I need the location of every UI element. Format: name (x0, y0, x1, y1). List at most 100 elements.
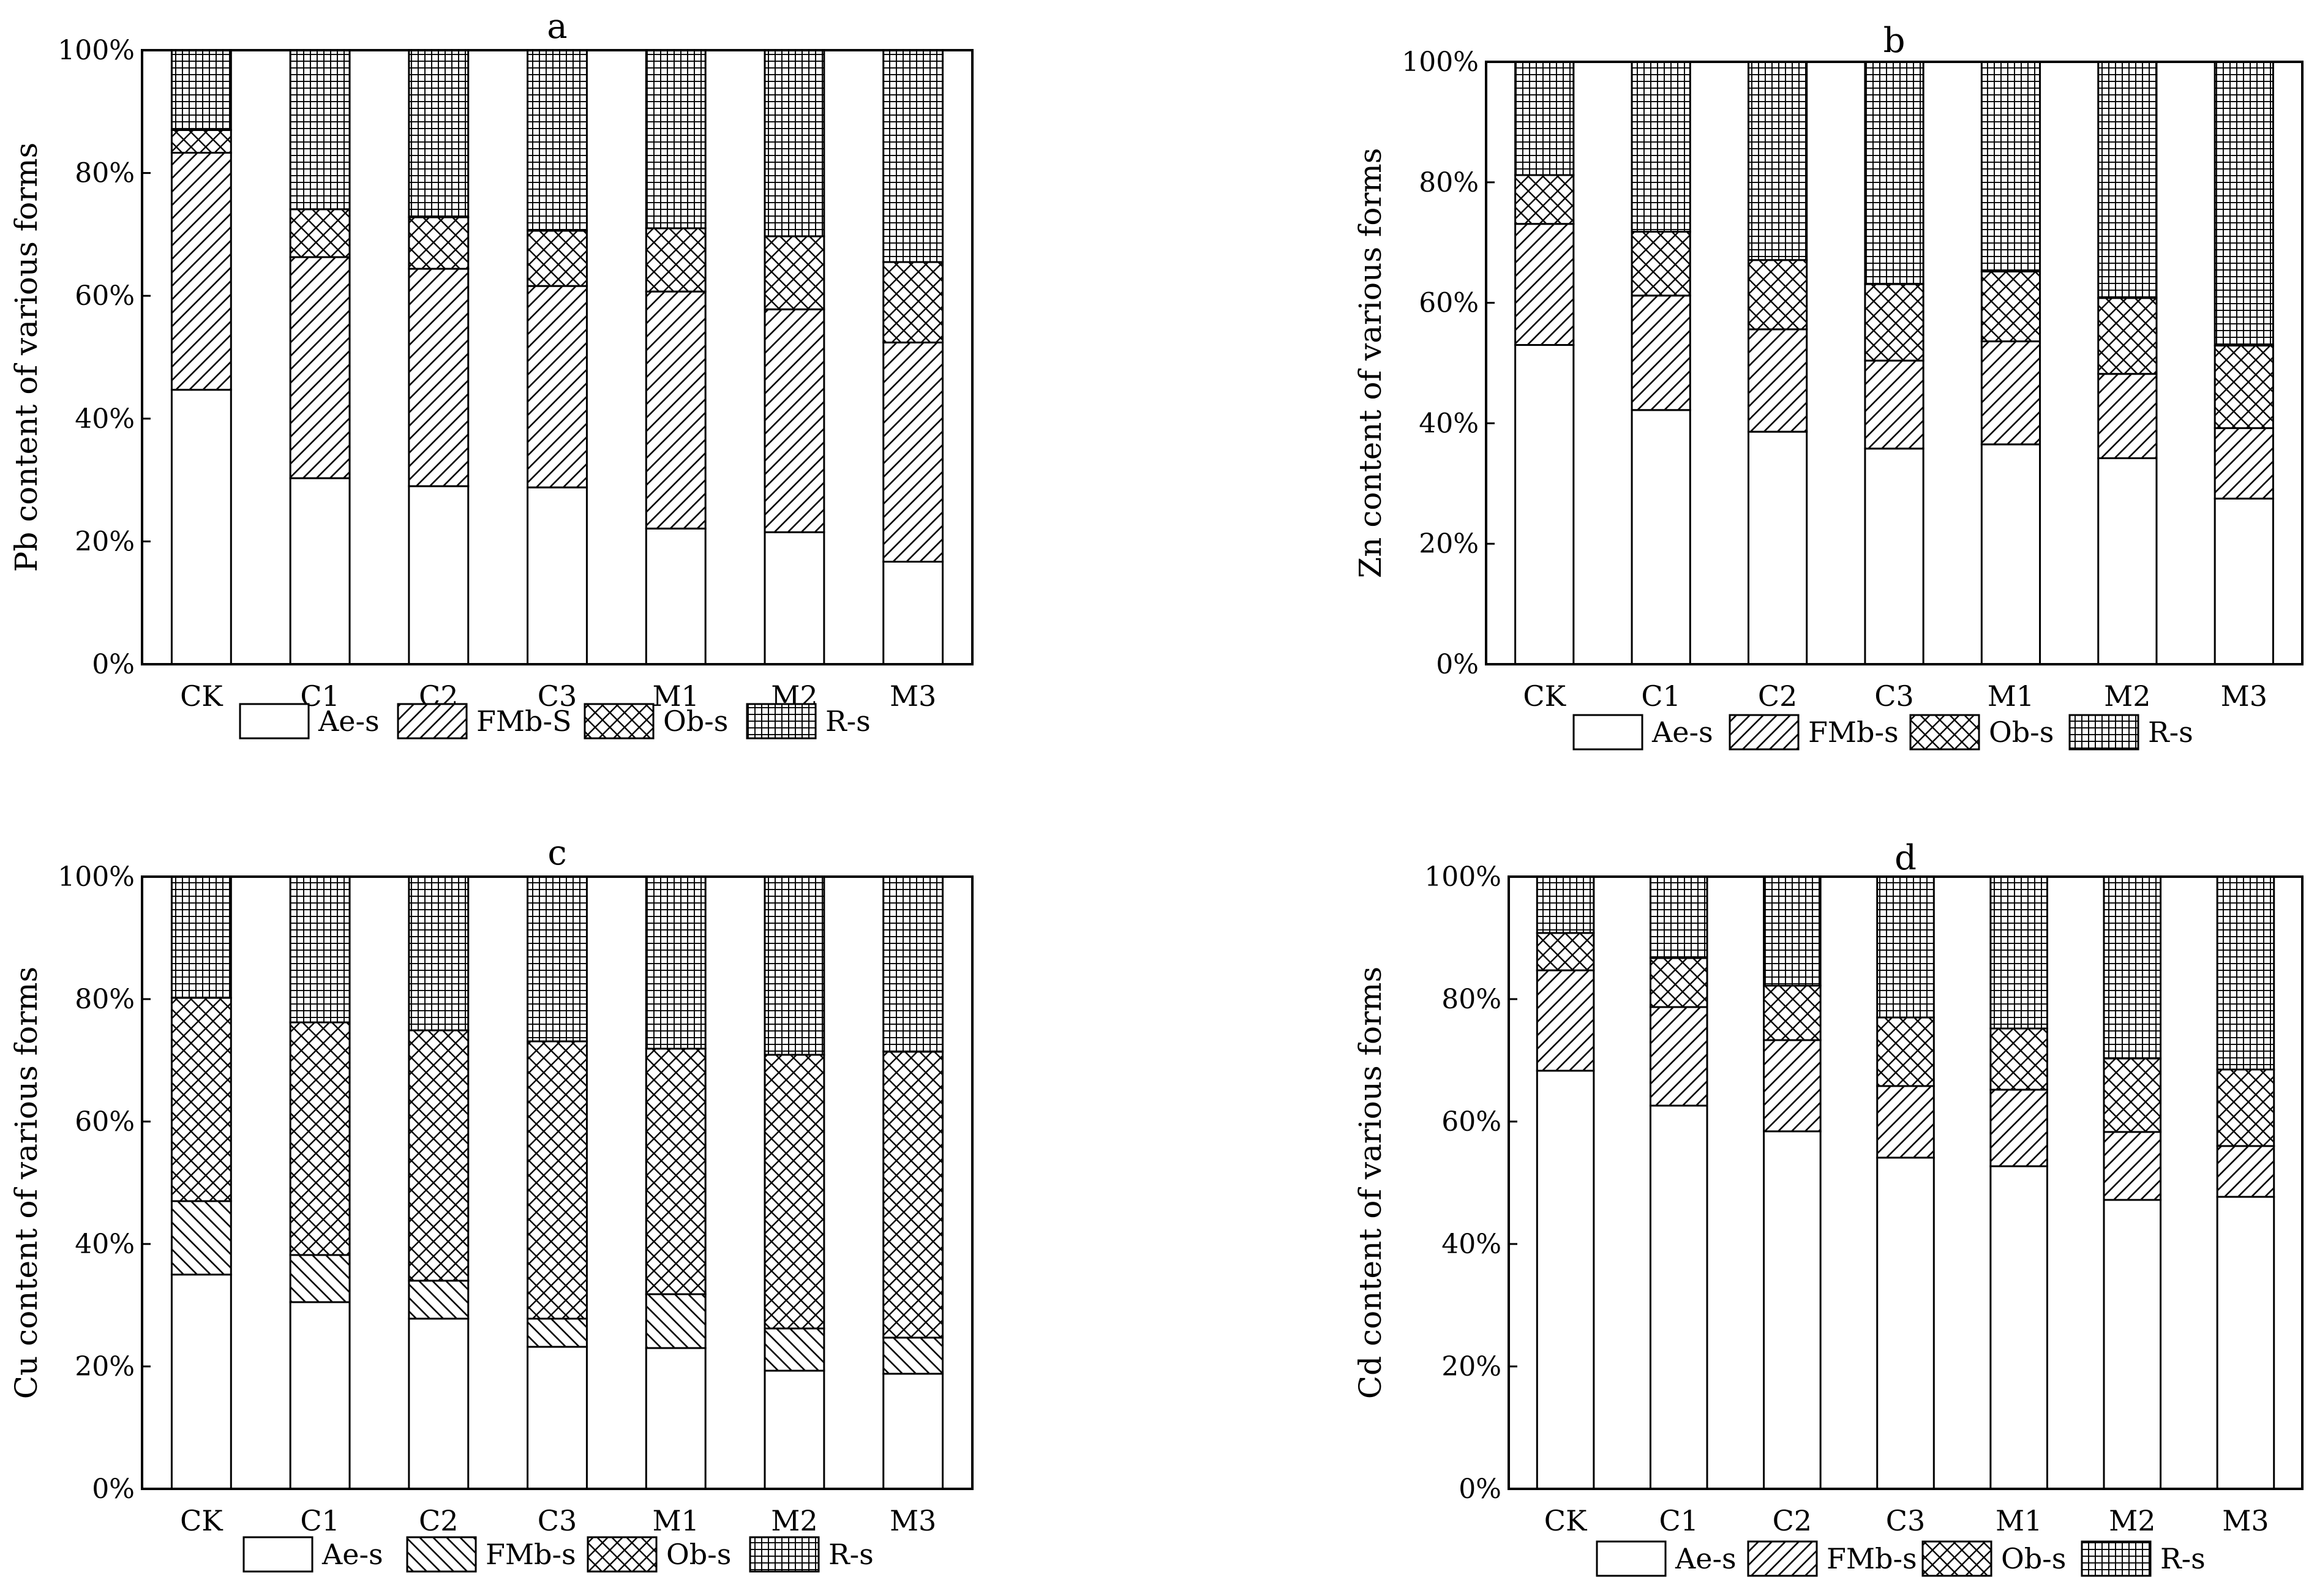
bar-segment-pb-c3-r-s (527, 49, 588, 232)
bar-segment-cu-m3-fmb-s (882, 1336, 944, 1375)
bar-segment-pb-c1-fmb-s (289, 256, 351, 479)
bar-segment-zn-c1-ae-s (1631, 409, 1691, 665)
x-tick-label-pb-m1: M1 (653, 680, 699, 713)
y-tick-label-pb: 100% (58, 35, 135, 66)
bar-segment-cd-ck-fmb-s (1536, 969, 1595, 1072)
y-tick-label-cu: 20% (75, 1351, 135, 1382)
x-tick-label-zn-c1: C1 (1641, 680, 1680, 713)
y-tick-label-cu: 60% (75, 1106, 135, 1137)
bar-segment-cd-c2-fmb-s (1763, 1039, 1822, 1133)
bar-segment-cu-c2-ae-s (408, 1317, 470, 1490)
legend-label-pb-ae-s: Ae-s (318, 705, 380, 738)
plot-frame-zn (1485, 61, 2304, 665)
bar-segment-cu-m1-ae-s (645, 1347, 707, 1490)
bar-segment-pb-ck-ae-s (170, 389, 232, 665)
bar-segment-zn-m3-r-s (2214, 61, 2274, 347)
x-tick-label-cu-c3: C3 (538, 1504, 577, 1537)
x-tick-label-cu-ck: CK (180, 1504, 223, 1537)
bar-segment-pb-m1-fmb-s (645, 290, 707, 530)
bar-segment-pb-c1-r-s (289, 49, 351, 211)
y-tick-label-pb: 0% (92, 649, 135, 680)
bar-segment-zn-ck-ae-s (1514, 343, 1575, 665)
x-tick-label-zn-m3: M3 (2221, 680, 2267, 713)
bar-segment-zn-ck-fmb-s (1514, 223, 1575, 346)
bar-segment-cu-m2-fmb-s (764, 1327, 825, 1372)
bar-segment-pb-ck-ob-s (170, 129, 232, 154)
bar-segment-pb-c2-r-s (408, 49, 470, 219)
bar-segment-pb-m2-ae-s (764, 531, 825, 665)
bar-segment-cu-m3-ob-s (882, 1051, 944, 1339)
x-tick-label-cu-c1: C1 (300, 1504, 339, 1537)
chart-panel-d: 0% 20% 40% 60% 80% 100% CK C1 C2 C3 M1 M2 M3 d Cd cont… (1353, 838, 2304, 1577)
y-tick-label-zn: 60% (1419, 288, 1479, 319)
bar-segment-zn-c2-ob-s (1747, 259, 1808, 331)
bar-segment-cu-c3-r-s (527, 875, 588, 1043)
bar-segment-zn-m1-r-s (1980, 61, 2041, 272)
y-axis-label-pb: Pb content of various forms (9, 143, 44, 572)
bar-segment-cd-m1-ob-s (1989, 1027, 2048, 1091)
bar-segment-pb-c3-ob-s (527, 230, 588, 287)
bar-segment-cu-c3-fmb-s (527, 1317, 588, 1348)
bar-segment-cd-m1-r-s (1989, 875, 2048, 1030)
x-tick-label-cu-m1: M1 (653, 1504, 699, 1537)
bar-segment-cu-m2-r-s (764, 875, 825, 1056)
legend-swatch-cd-ob-s (1921, 1540, 1992, 1577)
bar-segment-cd-m3-fmb-s (2216, 1145, 2275, 1198)
chart-title-cd: d (1895, 838, 1917, 878)
bar-segment-cd-c3-r-s (1876, 875, 1935, 1019)
bar-segment-cu-ck-ae-s (170, 1273, 232, 1490)
bar-segment-zn-c2-r-s (1747, 61, 1808, 261)
bar-segment-cd-c2-ae-s (1763, 1130, 1822, 1490)
legend-label-cu-fmb-s: FMb-s (486, 1538, 576, 1571)
bar-segment-cu-c3-ob-s (527, 1040, 588, 1320)
bar-segment-zn-c3-fmb-s (1864, 359, 1925, 450)
chart-title-zn: b (1883, 21, 1906, 61)
y-tick-label-cd: 0% (1459, 1474, 1501, 1505)
bar-segment-zn-c3-r-s (1864, 61, 1925, 285)
bar-segment-cu-m2-ae-s (764, 1369, 825, 1490)
x-tick-label-zn-m1: M1 (1988, 680, 2034, 713)
bar-segment-cu-m3-r-s (882, 875, 944, 1053)
bar-segment-cu-c3-ae-s (527, 1346, 588, 1490)
legend-label-zn-fmb-s: FMb-s (1808, 716, 1899, 749)
bar-segment-cu-m1-ob-s (645, 1047, 707, 1295)
x-tick-label-cu-c2: C2 (419, 1504, 458, 1537)
bar-segment-zn-c1-fmb-s (1631, 294, 1691, 411)
bar-segment-zn-m1-fmb-s (1980, 340, 2041, 446)
y-tick-label-cd: 80% (1441, 984, 1501, 1015)
bar-segment-pb-m2-fmb-s (764, 308, 825, 533)
bar-segment-pb-m3-fmb-s (882, 341, 944, 563)
chart-panel-b: 0% 20% 40% 60% 80% 100% CK C1 C2 C3 M1 M2 M3 b Zn cont… (1353, 21, 2304, 751)
bar-segment-cu-c2-r-s (408, 875, 470, 1032)
legend-label-zn-r-s: R-s (2148, 716, 2193, 749)
chart-title-pb: a (547, 7, 567, 47)
x-tick-label-cu-m2: M2 (771, 1504, 817, 1537)
bar-segment-cd-m1-ae-s (1989, 1165, 2048, 1490)
bar-segment-zn-m3-ob-s (2214, 344, 2274, 429)
bar-segment-zn-c3-ae-s (1864, 448, 1925, 665)
y-tick-label-cu: 80% (75, 984, 135, 1015)
x-tick-label-cu-m3: M3 (890, 1504, 936, 1537)
y-tick-label-zn: 40% (1419, 408, 1479, 439)
x-tick-label-cd-ck: CK (1544, 1504, 1588, 1537)
bar-segment-cd-c1-ae-s (1649, 1104, 1708, 1490)
y-tick-label-cd: 40% (1441, 1229, 1501, 1260)
y-axis-label-cd: Cd content of various forms (1353, 967, 1388, 1399)
bar-segment-cd-m2-fmb-s (2103, 1131, 2162, 1201)
x-tick-label-pb-c3: C3 (538, 680, 577, 713)
x-tick-label-zn-m2: M2 (2104, 680, 2150, 713)
bar-segment-pb-m3-ob-s (882, 261, 944, 343)
bar-segment-cu-c1-ob-s (289, 1021, 351, 1256)
legend-label-pb-ob-s: Ob-s (663, 705, 728, 738)
legend-swatch-cd-ae-s (1596, 1540, 1667, 1577)
legend-swatch-cu-r-s (749, 1536, 820, 1573)
y-tick-label-cu: 0% (92, 1474, 135, 1505)
bar-segment-cu-c1-r-s (289, 875, 351, 1024)
legend-label-pb-r-s: R-s (825, 705, 871, 738)
legend-label-cd-ae-s: Ae-s (1675, 1542, 1737, 1575)
x-tick-label-zn-ck: CK (1523, 680, 1566, 713)
bar-segment-cd-ck-ob-s (1536, 932, 1595, 972)
bar-segment-cd-c2-ob-s (1763, 984, 1822, 1041)
